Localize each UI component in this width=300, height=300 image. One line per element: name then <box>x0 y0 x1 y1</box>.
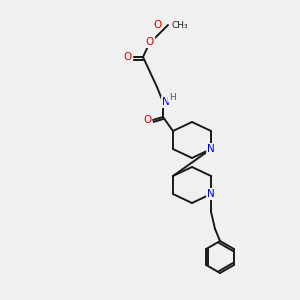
Text: H: H <box>169 92 176 101</box>
Text: N: N <box>162 97 170 107</box>
Text: N: N <box>207 144 215 154</box>
Text: CH₃: CH₃ <box>172 20 189 29</box>
Text: O: O <box>124 52 132 62</box>
Text: N: N <box>207 189 215 199</box>
Text: O: O <box>143 115 151 125</box>
Text: O: O <box>154 20 162 30</box>
Text: O: O <box>146 37 154 47</box>
